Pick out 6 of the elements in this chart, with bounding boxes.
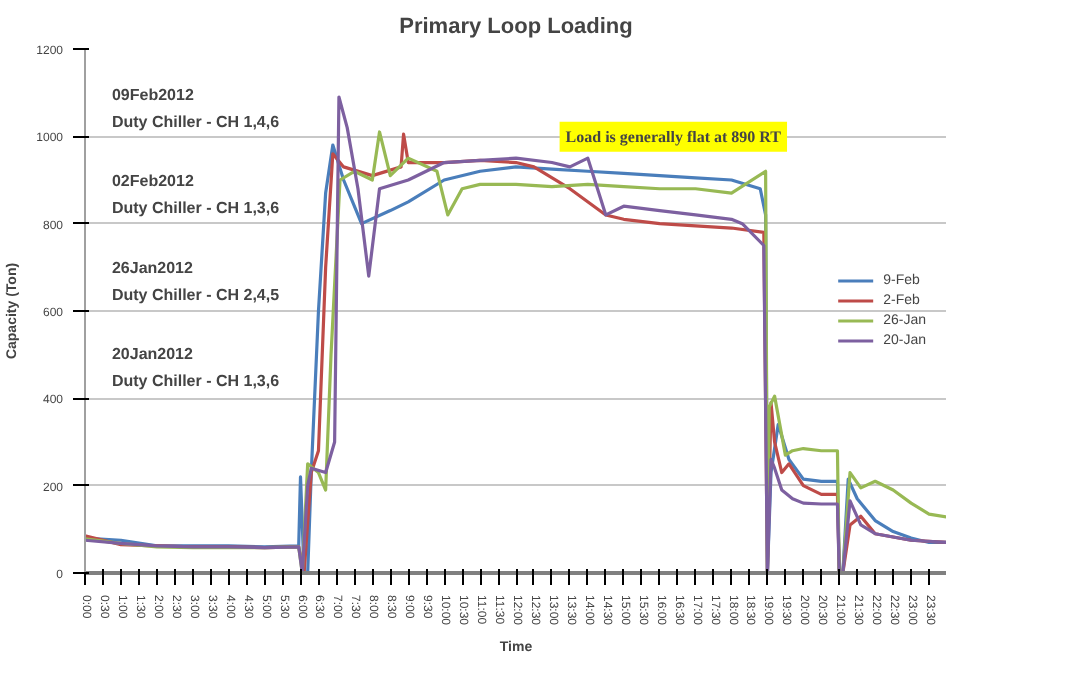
annotation: 09Feb2012 Duty Chiller - CH 1,4,6 [111, 85, 281, 131]
annotation: Load is generally flat at 890 RT [565, 127, 783, 146]
chart-title: Primary Loop Loading [399, 15, 633, 39]
annotation: 02Feb2012 Duty Chiller - CH 1,3,6 [111, 172, 281, 218]
annotation: 26Jan2012 Duty Chiller - CH 2,4,5 [111, 258, 281, 304]
annotation: 20Jan2012 Duty Chiller - CH 1,3,6 [111, 345, 281, 391]
